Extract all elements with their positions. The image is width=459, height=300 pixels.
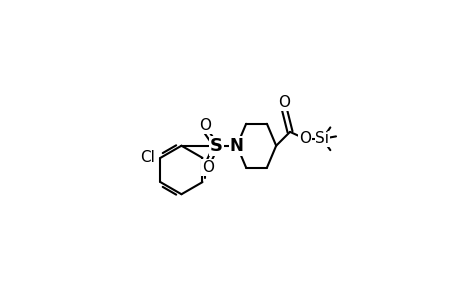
Text: N: N [230, 137, 243, 155]
Text: Si: Si [315, 131, 329, 146]
Text: O: O [202, 160, 213, 175]
Text: O: O [278, 95, 290, 110]
Text: S: S [209, 137, 222, 155]
Text: Cl: Cl [140, 150, 155, 165]
Text: O: O [298, 131, 310, 146]
Text: O: O [198, 118, 210, 133]
